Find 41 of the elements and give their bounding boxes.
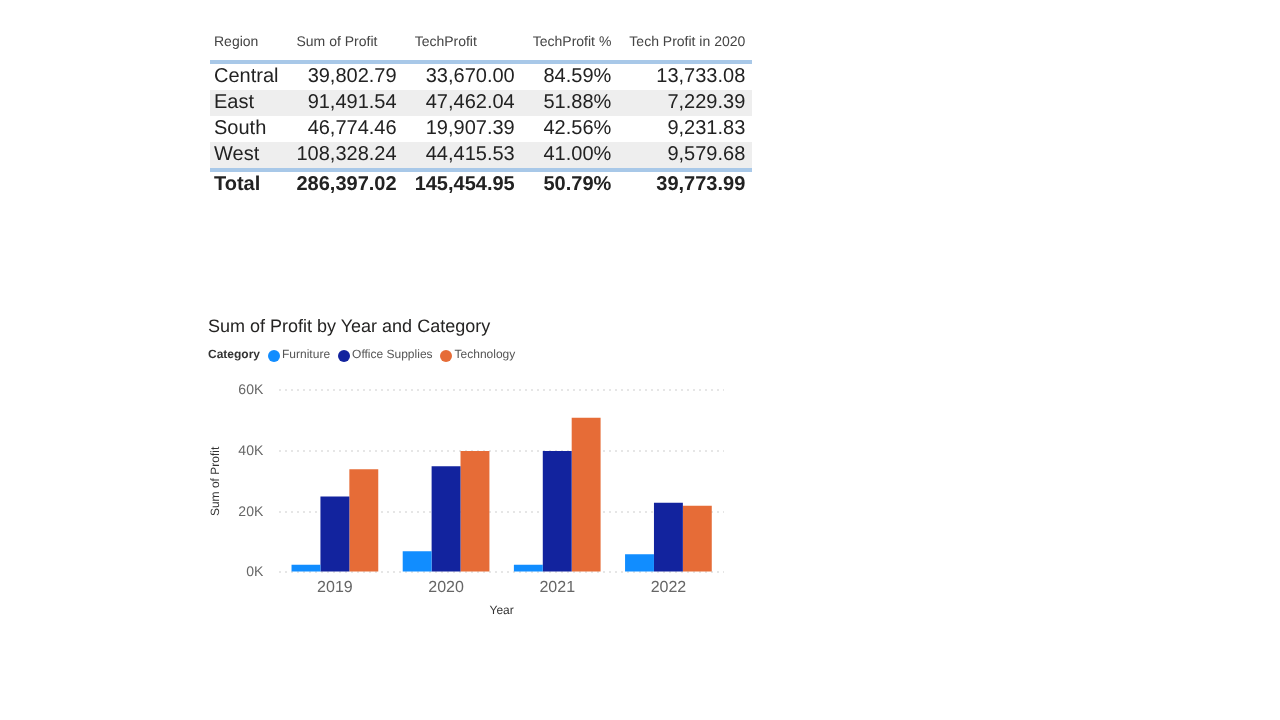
bar bbox=[625, 554, 654, 572]
x-tick-label: 2019 bbox=[317, 578, 354, 597]
data-label: 13,733.08 bbox=[654, 64, 748, 90]
data-label: 108,328.24 bbox=[294, 142, 399, 170]
bar bbox=[653, 502, 683, 572]
data-label: 42.56% bbox=[541, 116, 614, 142]
bar bbox=[320, 496, 350, 572]
category-label: East bbox=[212, 90, 257, 116]
bar bbox=[349, 469, 379, 572]
chart-title: Sum of Profit by Year and Category bbox=[208, 316, 493, 340]
bar bbox=[402, 551, 432, 572]
bar bbox=[460, 451, 490, 572]
category-label: South bbox=[212, 116, 269, 142]
bar bbox=[513, 564, 543, 572]
data-label: 9,231.83 bbox=[665, 116, 748, 142]
bar bbox=[571, 417, 601, 572]
data-label: 50.79% bbox=[541, 172, 614, 198]
x-tick-label: 2020 bbox=[428, 578, 465, 597]
data-label: 41.00% bbox=[541, 142, 614, 170]
bar bbox=[682, 505, 712, 572]
category-label: West bbox=[212, 142, 262, 170]
x-tick-label: 2022 bbox=[650, 578, 688, 597]
data-label: 145,454.95 bbox=[412, 172, 517, 198]
data-label: 19,907.39 bbox=[423, 116, 517, 142]
data-label: 46,774.46 bbox=[305, 116, 399, 142]
data-label: 44,415.53 bbox=[423, 142, 517, 170]
data-label: 39,802.79 bbox=[305, 64, 399, 90]
data-label: 39,773.99 bbox=[654, 172, 748, 198]
bar bbox=[542, 451, 572, 572]
data-label: 286,397.02 bbox=[294, 172, 399, 198]
data-label: 7,229.39 bbox=[665, 90, 748, 116]
data-label: 91,491.54 bbox=[305, 90, 399, 116]
data-label: 51.88% bbox=[541, 90, 614, 116]
x-tick-label: 2021 bbox=[539, 578, 577, 597]
data-label: 84.59% bbox=[541, 64, 614, 90]
data-label: 9,579.68 bbox=[665, 142, 748, 170]
data-label: 47,462.04 bbox=[423, 90, 517, 116]
data-label: 33,670.00 bbox=[423, 64, 517, 90]
category-label: Central bbox=[212, 64, 281, 90]
bar bbox=[431, 466, 461, 572]
category-label: Total bbox=[212, 172, 263, 198]
